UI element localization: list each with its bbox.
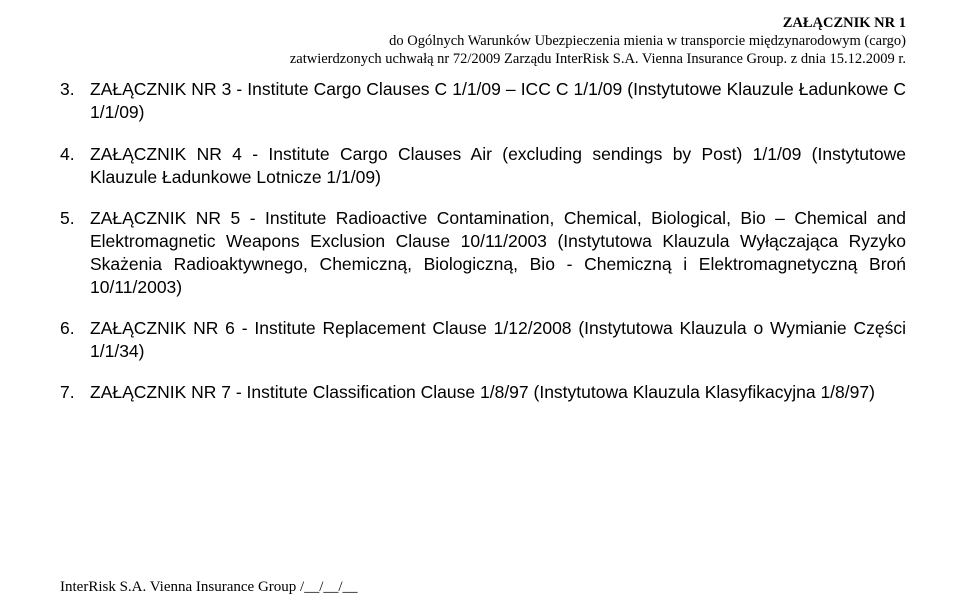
list-item: 5.ZAŁĄCZNIK NR 5 - Institute Radioactive… [60, 207, 906, 299]
item-text: ZAŁĄCZNIK NR 5 - Institute Radioactive C… [90, 208, 906, 297]
header-title: ZAŁĄCZNIK NR 1 [60, 14, 906, 32]
list-item: 6.ZAŁĄCZNIK NR 6 - Institute Replacement… [60, 317, 906, 363]
item-text: ZAŁĄCZNIK NR 6 - Institute Replacement C… [90, 318, 906, 361]
header-line-2: do Ogólnych Warunków Ubezpieczenia mieni… [60, 32, 906, 50]
list-item: 4.ZAŁĄCZNIK NR 4 - Institute Cargo Claus… [60, 143, 906, 189]
item-text: ZAŁĄCZNIK NR 7 - Institute Classificatio… [90, 382, 875, 402]
attachment-list: 3.ZAŁĄCZNIK NR 3 - Institute Cargo Claus… [60, 78, 906, 404]
page: ZAŁĄCZNIK NR 1 do Ogólnych Warunków Ubez… [0, 0, 960, 614]
item-text: ZAŁĄCZNIK NR 4 - Institute Cargo Clauses… [90, 144, 906, 187]
item-number: 6. [60, 317, 90, 340]
list-item: 7.ZAŁĄCZNIK NR 7 - Institute Classificat… [60, 381, 906, 404]
item-text: ZAŁĄCZNIK NR 3 - Institute Cargo Clauses… [90, 79, 906, 122]
item-number: 5. [60, 207, 90, 230]
header-line-3: zatwierdzonych uchwałą nr 72/2009 Zarząd… [60, 50, 906, 68]
document-header: ZAŁĄCZNIK NR 1 do Ogólnych Warunków Ubez… [60, 14, 906, 68]
item-number: 7. [60, 381, 90, 404]
item-number: 3. [60, 78, 90, 101]
item-number: 4. [60, 143, 90, 166]
list-item: 3.ZAŁĄCZNIK NR 3 - Institute Cargo Claus… [60, 78, 906, 124]
footer-text: InterRisk S.A. Vienna Insurance Group /_… [60, 579, 358, 596]
